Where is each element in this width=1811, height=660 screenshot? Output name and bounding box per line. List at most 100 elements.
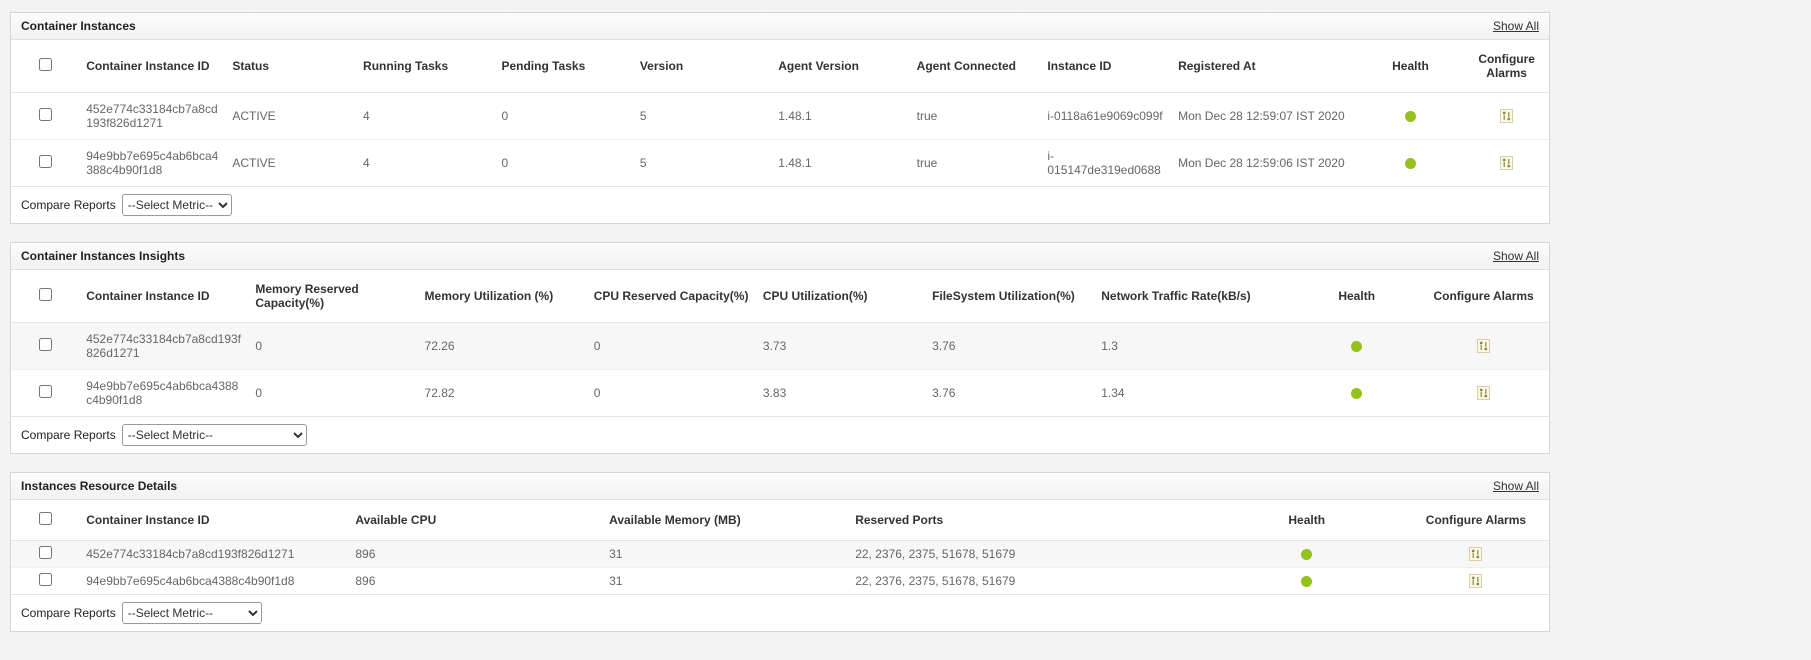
- panel-header: Container Instances Show All: [11, 13, 1549, 40]
- configure-alarms-cell: [1403, 568, 1549, 595]
- select-all-checkbox[interactable]: [39, 58, 53, 71]
- column-header: Container Instance ID: [80, 40, 227, 93]
- table-cell: ACTIVE: [232, 156, 276, 170]
- column-header: Health: [1356, 40, 1465, 93]
- table-cell: 3.76: [926, 322, 1096, 370]
- table-cell: 3.83: [762, 386, 787, 400]
- configure-alarms-icon[interactable]: [1469, 547, 1483, 562]
- health-status-icon[interactable]: [1404, 158, 1416, 170]
- column-header: Pending Tasks: [495, 40, 634, 93]
- table-cell: 896: [349, 540, 604, 568]
- column-header: Running Tasks: [357, 40, 496, 93]
- row-checkbox[interactable]: [39, 338, 53, 351]
- table-cell: 0: [255, 386, 263, 400]
- table-cell: 5: [633, 92, 773, 140]
- configure-alarms-icon[interactable]: [1477, 386, 1491, 401]
- table-cell: 22, 2376, 2375, 51678, 51679: [855, 574, 1016, 588]
- table-cell: Mon Dec 28 12:59:07 IST 2020: [1172, 92, 1357, 140]
- table-row: 452e774c33184cb7a8cd193f826d1271 896 31 22,…: [11, 540, 1549, 568]
- health-cell: [1356, 92, 1465, 140]
- health-cell: [1295, 370, 1418, 417]
- health-status-icon[interactable]: [1404, 111, 1416, 123]
- table-cell: 4: [363, 156, 370, 170]
- table-cell: 452e774c33184cb7a8cd193f826d1271: [80, 540, 350, 568]
- health-status-icon[interactable]: [1301, 549, 1313, 561]
- instances-resource-details-table: Container Instance ID Available CPU Availa…: [11, 500, 1549, 594]
- table-cell: 1.3: [1095, 322, 1296, 370]
- row-checkbox-cell: [11, 568, 80, 595]
- health-status-icon[interactable]: [1301, 576, 1313, 588]
- column-header: Available Memory (MB): [603, 500, 850, 541]
- compare-reports-label: Compare Reports: [21, 606, 116, 620]
- header-row: Container Instance ID Memory Reserved Cap…: [11, 270, 1549, 323]
- row-checkbox[interactable]: [39, 573, 53, 586]
- configure-alarms-icon[interactable]: [1469, 574, 1483, 589]
- compare-reports-label: Compare Reports: [21, 198, 116, 212]
- show-all-link[interactable]: Show All: [1492, 19, 1539, 33]
- row-checkbox[interactable]: [39, 385, 53, 398]
- column-header: Available CPU: [349, 500, 604, 541]
- metric-select[interactable]: --Select Metric--: [121, 424, 307, 446]
- health-status-icon[interactable]: [1351, 341, 1363, 353]
- table-cell: 1.48.1: [778, 156, 812, 170]
- metric-select[interactable]: --Select Metric--: [121, 194, 232, 216]
- panel-title: Container Instances Insights: [21, 249, 186, 263]
- column-header: Version: [633, 40, 773, 93]
- table-cell: 94e9bb7e695c4ab6bca4388c4b90f1d8: [86, 379, 239, 407]
- row-checkbox[interactable]: [39, 108, 53, 121]
- column-header: Health: [1210, 500, 1403, 541]
- configure-alarms-cell: [1464, 140, 1549, 187]
- column-header: CPU Utilization(%): [756, 270, 927, 323]
- column-header: Container Instance ID: [80, 270, 250, 323]
- table-cell: 5: [639, 156, 647, 170]
- column-header: Agent Connected: [910, 40, 1042, 93]
- health-cell: [1211, 568, 1403, 595]
- table-row: 94e9bb7e695c4ab6bca4388c4b90f1d8 ACTIVE 4 0…: [11, 140, 1549, 187]
- compare-reports-label: Compare Reports: [21, 428, 116, 442]
- panel-title: Instances Resource Details: [21, 479, 178, 493]
- panel-footer: Compare Reports --Select Metric--: [11, 186, 1549, 223]
- select-all-header-cell: [11, 40, 81, 93]
- column-header: Memory Utilization (%): [418, 270, 588, 323]
- select-all-header-cell: [11, 500, 81, 541]
- table-row: 452e774c33184cb7a8cd193f826d1271 ACTIVE 4 0…: [11, 92, 1549, 140]
- container-instances-insights-panel: Container Instances Insights Show All Co…: [10, 242, 1550, 454]
- column-header: Instance ID: [1041, 40, 1173, 93]
- table-cell: 896: [355, 574, 376, 588]
- column-header: Memory Reserved Capacity(%): [249, 270, 419, 323]
- select-all-checkbox[interactable]: [39, 288, 53, 301]
- metric-select[interactable]: --Select Metric--: [121, 602, 262, 624]
- column-header: Registered At: [1172, 40, 1357, 93]
- show-all-link[interactable]: Show All: [1492, 479, 1539, 493]
- table-cell: 452e774c33184cb7a8cd193f826d1271: [80, 92, 227, 140]
- panel-header: Container Instances Insights Show All: [11, 243, 1549, 270]
- header-row: Container Instance ID Status Running Tasks…: [11, 40, 1549, 93]
- row-checkbox-cell: [11, 322, 81, 370]
- configure-alarms-icon[interactable]: [1477, 339, 1491, 354]
- configure-alarms-icon[interactable]: [1500, 156, 1514, 171]
- configure-alarms-cell: [1418, 322, 1549, 370]
- health-status-icon[interactable]: [1351, 388, 1363, 400]
- column-header: Health: [1295, 270, 1419, 323]
- configure-alarms-cell: [1402, 540, 1549, 568]
- container-instances-panel: Container Instances Show All Container I…: [10, 12, 1550, 224]
- configure-alarms-cell: [1464, 92, 1549, 140]
- row-checkbox-cell: [11, 540, 81, 568]
- table-cell: 0: [249, 322, 419, 370]
- row-checkbox-cell: [11, 140, 80, 187]
- dashboard-page: Container Instances Show All Container I…: [10, 12, 1550, 632]
- container-instances-table: Container Instance ID Status Running Tasks…: [11, 40, 1549, 186]
- row-checkbox[interactable]: [39, 546, 53, 559]
- column-header: Agent Version: [772, 40, 911, 93]
- health-cell: [1357, 140, 1465, 187]
- table-cell: 31: [603, 540, 850, 568]
- column-header: FileSystem Utilization(%): [926, 270, 1096, 323]
- row-checkbox-cell: [11, 370, 80, 417]
- table-cell: i-0118a61e9069c099f: [1041, 92, 1173, 140]
- show-all-link[interactable]: Show All: [1492, 249, 1539, 263]
- select-all-header-cell: [11, 270, 81, 323]
- row-checkbox[interactable]: [39, 155, 53, 168]
- configure-alarms-icon[interactable]: [1500, 109, 1514, 124]
- table-cell: Mon Dec 28 12:59:06 IST 2020: [1178, 156, 1345, 170]
- select-all-checkbox[interactable]: [39, 512, 53, 525]
